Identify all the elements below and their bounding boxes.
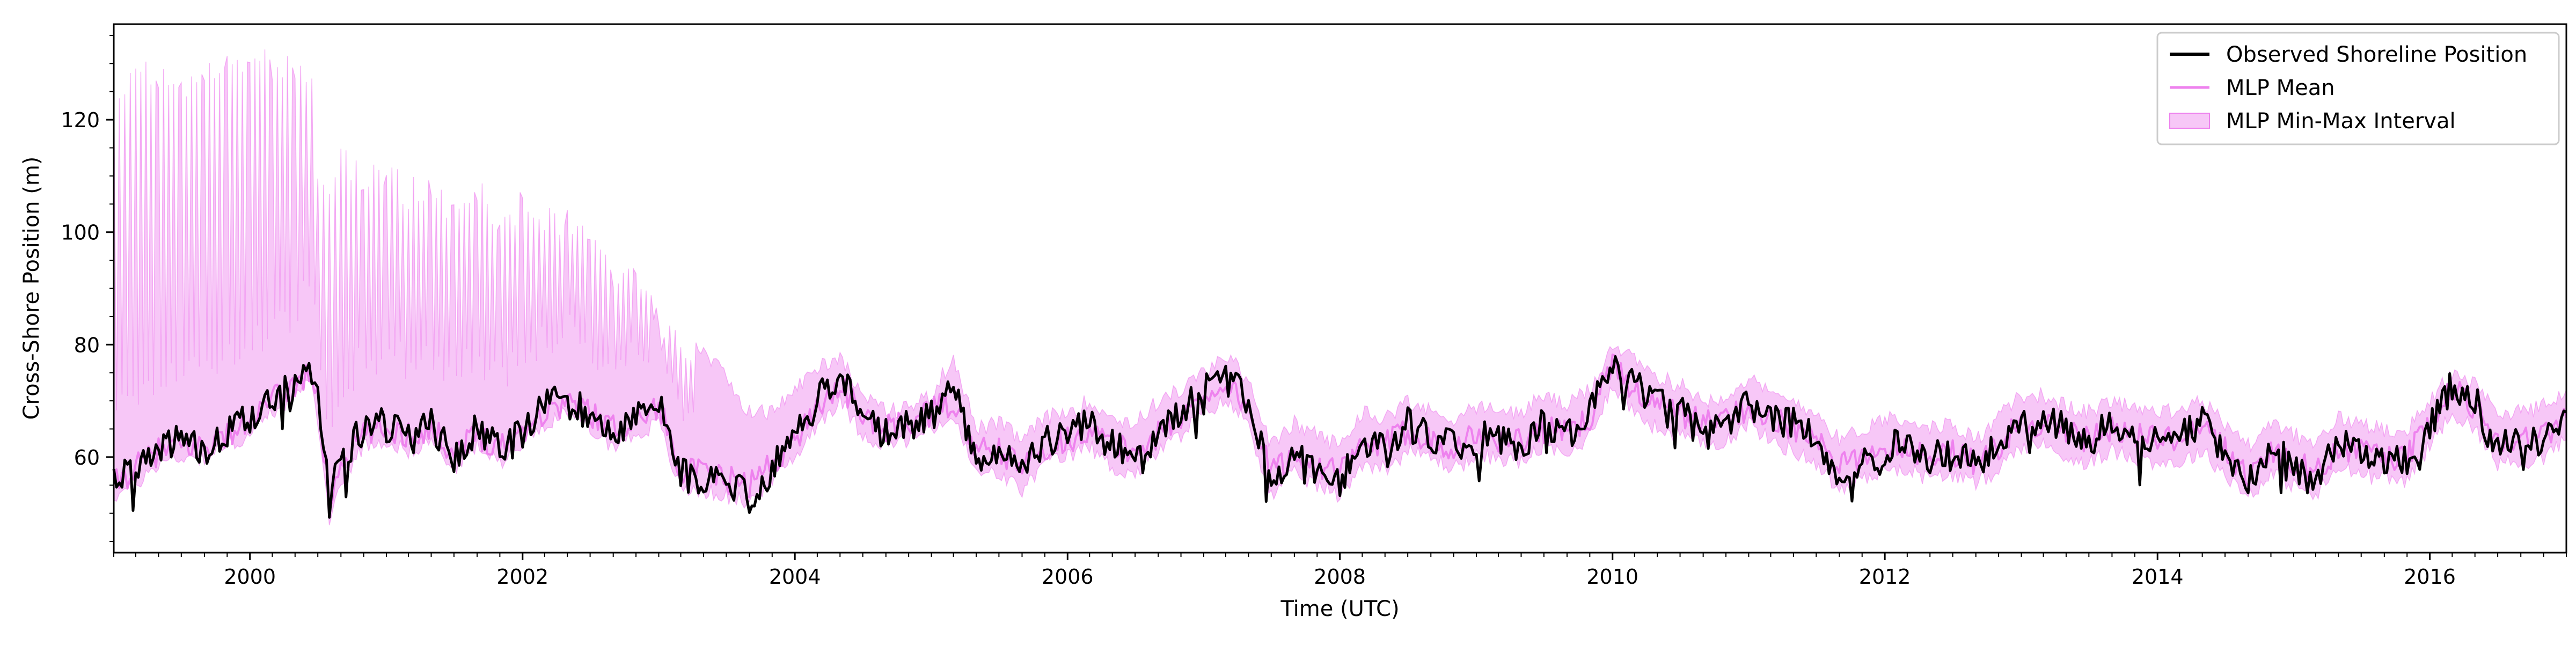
x-tick-label: 2016 bbox=[2404, 565, 2456, 589]
y-tick-label: 100 bbox=[61, 221, 100, 245]
legend-observed-label: Observed Shoreline Position bbox=[2226, 42, 2527, 67]
y-tick-label: 80 bbox=[74, 333, 100, 357]
y-axis-title: Cross-Shore Position (m) bbox=[19, 157, 44, 420]
mean-layer bbox=[113, 353, 2567, 510]
mlp-mean-line bbox=[113, 353, 2567, 510]
observed-shoreline-line bbox=[112, 355, 2567, 519]
x-tick-label: 2004 bbox=[769, 565, 821, 589]
x-tick-label: 2010 bbox=[1586, 565, 1638, 589]
legend: Observed Shoreline Position MLP Mean MLP… bbox=[2156, 32, 2560, 145]
observed-layer bbox=[112, 355, 2567, 519]
y-tick-label: 60 bbox=[74, 446, 100, 469]
legend-box bbox=[2156, 32, 2560, 145]
x-tick-label: 2006 bbox=[1042, 565, 1094, 589]
y-tick-label: 120 bbox=[61, 108, 100, 132]
x-tick-label: 2012 bbox=[1859, 565, 1911, 589]
x-tick-label: 2002 bbox=[496, 565, 548, 589]
x-axis-title: Time (UTC) bbox=[1280, 597, 1399, 621]
legend-interval-label: MLP Min-Max Interval bbox=[2226, 109, 2456, 134]
legend-mean-label: MLP Mean bbox=[2226, 76, 2335, 100]
legend-interval-swatch bbox=[2169, 113, 2210, 129]
x-tick-label: 2008 bbox=[1314, 565, 1366, 589]
axis-layer: 60 80 100 120 2000 2002 2004 2006 2008 2010 2012 20… bbox=[61, 34, 2567, 589]
x-tick-label: 2000 bbox=[224, 565, 276, 589]
x-tick-label: 2014 bbox=[2132, 565, 2184, 589]
